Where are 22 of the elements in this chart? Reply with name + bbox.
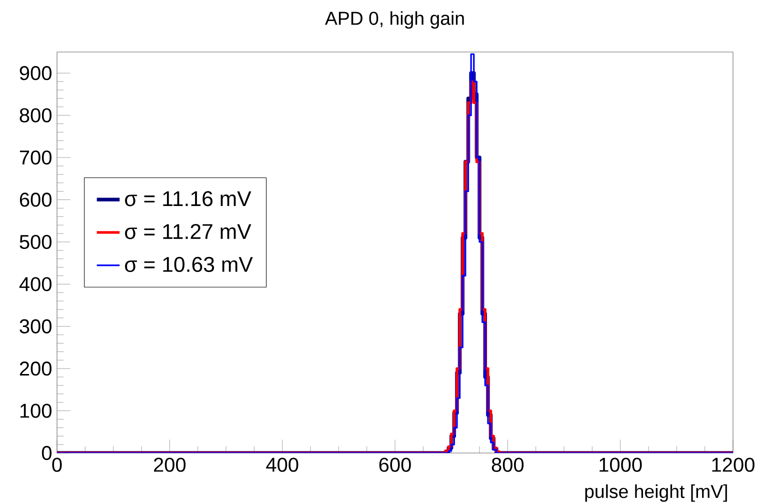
x-tick-label: 200: [154, 458, 186, 472]
y-tick-label: 700: [20, 150, 52, 165]
x-tick-label: 0: [52, 458, 62, 472]
y-tick-label: 500: [20, 234, 52, 250]
y-tick-label: 300: [20, 319, 52, 334]
y-tick-label: 200: [20, 361, 52, 376]
y-tick-label: 100: [20, 404, 52, 418]
legend-label: σ = 10.63 mV: [125, 256, 253, 272]
y-tick-label: 800: [20, 108, 52, 122]
y-tick-label: 600: [20, 192, 52, 207]
x-axis-title: pulse height [mV]: [585, 484, 727, 502]
x-tick-label: 400: [266, 458, 298, 472]
chart-title: APD 0, high gain: [325, 11, 464, 29]
x-tick-label: 1200: [712, 458, 754, 472]
y-tick-label: 400: [19, 277, 52, 292]
y-tick-label: 900: [20, 66, 52, 80]
x-tick-label: 800: [492, 458, 524, 472]
y-tick-label: 0: [42, 446, 52, 460]
legend-label: σ = 11.27 mV: [125, 224, 252, 240]
legend-label: σ = 11.16 mV: [125, 191, 252, 206]
x-tick-label: 600: [379, 458, 411, 472]
x-tick-label: 1000: [600, 458, 642, 472]
